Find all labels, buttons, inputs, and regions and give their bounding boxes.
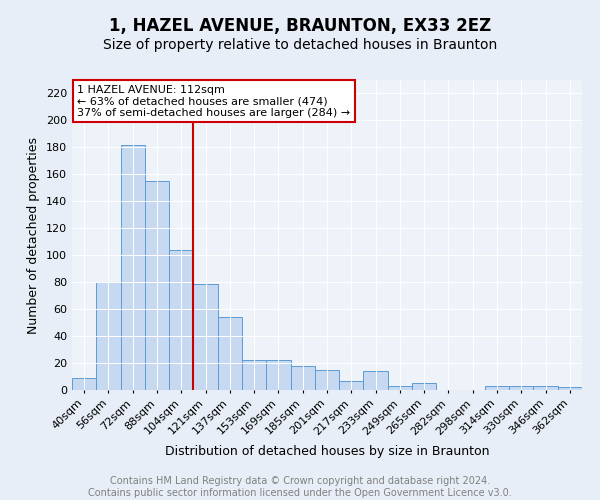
Text: 1, HAZEL AVENUE, BRAUNTON, EX33 2EZ: 1, HAZEL AVENUE, BRAUNTON, EX33 2EZ (109, 18, 491, 36)
Text: Size of property relative to detached houses in Braunton: Size of property relative to detached ho… (103, 38, 497, 52)
Bar (412, 384, 436, 390)
Bar (364, 371, 388, 390)
Bar (72, 378, 96, 390)
Text: 1 HAZEL AVENUE: 112sqm
← 63% of detached houses are smaller (474)
37% of semi-de: 1 HAZEL AVENUE: 112sqm ← 63% of detached… (77, 84, 350, 118)
Bar (266, 360, 290, 390)
Bar (339, 380, 364, 390)
Bar (315, 370, 339, 390)
Bar (290, 366, 315, 390)
X-axis label: Distribution of detached houses by size in Braunton: Distribution of detached houses by size … (165, 445, 489, 458)
Bar (193, 284, 218, 390)
Bar (218, 317, 242, 390)
Y-axis label: Number of detached properties: Number of detached properties (28, 136, 40, 334)
Text: Contains HM Land Registry data © Crown copyright and database right 2024.
Contai: Contains HM Land Registry data © Crown c… (88, 476, 512, 498)
Bar (509, 386, 533, 390)
Bar (145, 181, 169, 390)
Bar (485, 386, 509, 390)
Bar (533, 386, 558, 390)
Bar (96, 282, 121, 390)
Bar (169, 250, 193, 390)
Bar (242, 360, 266, 390)
Bar (558, 388, 582, 390)
Bar (388, 386, 412, 390)
Bar (121, 144, 145, 390)
